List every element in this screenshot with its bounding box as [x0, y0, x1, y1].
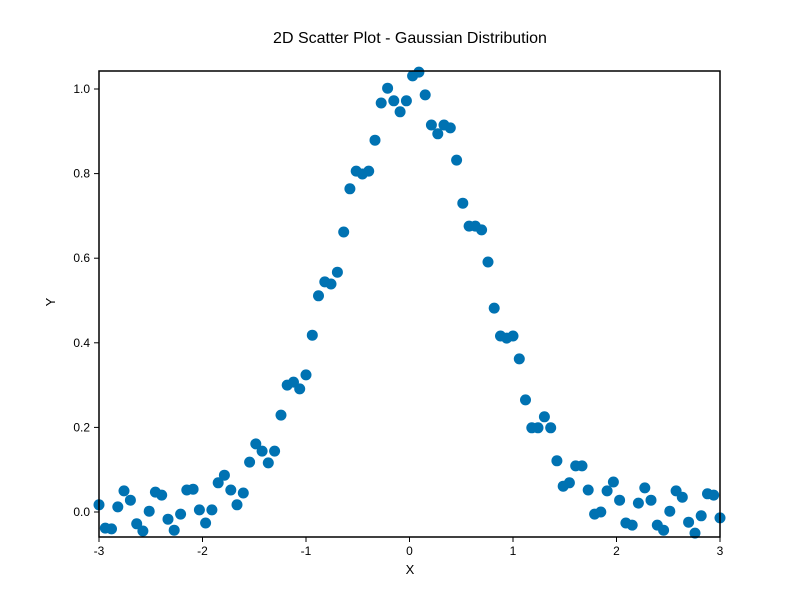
data-point — [394, 106, 406, 118]
y-tick-label: 0.6 — [73, 251, 90, 265]
data-point — [306, 329, 318, 341]
data-point — [269, 445, 281, 457]
data-point — [338, 226, 350, 238]
data-point — [576, 460, 588, 472]
data-point — [162, 513, 174, 525]
data-point — [112, 501, 124, 513]
data-point — [206, 504, 218, 516]
x-tick-label: -2 — [197, 544, 208, 558]
data-point — [256, 445, 268, 457]
data-point — [676, 491, 688, 503]
data-point — [419, 89, 431, 101]
y-tick-label: 0.2 — [73, 420, 90, 434]
data-point — [708, 489, 720, 501]
data-point — [520, 394, 531, 406]
data-point — [294, 383, 306, 395]
x-tick-label: -1 — [301, 544, 312, 558]
data-point — [513, 353, 525, 365]
x-tick-label: 1 — [510, 544, 517, 558]
data-point — [632, 497, 644, 509]
data-point — [563, 477, 575, 489]
data-point — [363, 165, 375, 177]
data-point — [193, 504, 205, 516]
data-point — [582, 484, 594, 496]
data-point — [313, 290, 324, 302]
data-point — [143, 505, 155, 517]
data-point — [175, 508, 187, 520]
data-point — [400, 95, 412, 107]
data-point — [507, 330, 519, 342]
data-point — [457, 197, 469, 209]
y-tick-label: 0.0 — [73, 505, 90, 519]
data-point — [244, 456, 256, 468]
data-point — [231, 499, 243, 511]
data-point — [369, 134, 381, 146]
data-point — [689, 527, 701, 539]
x-axis-label: X — [406, 562, 415, 577]
data-point — [131, 518, 143, 530]
data-point — [626, 519, 638, 531]
y-tick-label: 0.4 — [73, 336, 90, 350]
data-point — [331, 266, 343, 278]
data-point — [664, 505, 676, 517]
data-point — [275, 409, 287, 421]
y-axis: 0.0 0.2 0.4 0.6 0.8 1.0 — [73, 82, 99, 519]
data-point — [156, 489, 168, 501]
data-point — [545, 422, 557, 434]
x-axis: -3 -2 -1 0 1 2 3 — [94, 537, 724, 558]
data-point — [212, 477, 224, 489]
data-point — [658, 524, 670, 536]
data-point — [695, 510, 707, 522]
data-point — [225, 484, 237, 496]
data-point — [538, 411, 550, 423]
data-point — [683, 516, 695, 528]
data-point — [118, 485, 130, 497]
data-point — [482, 256, 494, 268]
data-point — [106, 523, 117, 535]
data-point — [300, 369, 312, 381]
data-point — [476, 224, 488, 236]
data-point — [124, 494, 136, 506]
data-point — [250, 438, 262, 450]
data-point — [432, 128, 444, 140]
data-point — [639, 482, 651, 494]
x-tick-label: 3 — [717, 544, 724, 558]
data-point — [262, 457, 274, 469]
x-tick-label: 0 — [406, 544, 413, 558]
data-point — [200, 517, 212, 529]
data-point — [425, 119, 437, 131]
data-point — [325, 278, 337, 290]
data-point — [614, 494, 626, 506]
data-point — [444, 122, 456, 134]
data-point — [488, 302, 500, 314]
data-point — [237, 487, 249, 499]
chart-title: 2D Scatter Plot - Gaussian Distribution — [273, 30, 547, 47]
data-point — [595, 506, 607, 518]
x-tick-label: -3 — [94, 544, 105, 558]
y-axis-label: Y — [43, 297, 58, 306]
plot-frame — [98, 70, 721, 538]
data-point — [375, 97, 387, 109]
data-point — [645, 494, 657, 506]
data-point — [382, 82, 394, 94]
y-tick-label: 1.0 — [73, 82, 90, 96]
data-point — [137, 525, 149, 537]
data-point — [218, 469, 230, 481]
data-point — [344, 183, 356, 195]
data-point — [601, 485, 613, 497]
data-point — [413, 66, 425, 78]
data-point — [187, 483, 199, 495]
data-point — [551, 455, 563, 467]
x-tick-label: 2 — [613, 544, 620, 558]
y-tick-label: 0.8 — [73, 167, 90, 181]
data-point — [168, 524, 180, 536]
data-points — [93, 66, 726, 539]
data-point — [451, 154, 463, 166]
data-point — [532, 422, 544, 434]
data-point — [607, 476, 619, 488]
data-point — [388, 95, 400, 107]
